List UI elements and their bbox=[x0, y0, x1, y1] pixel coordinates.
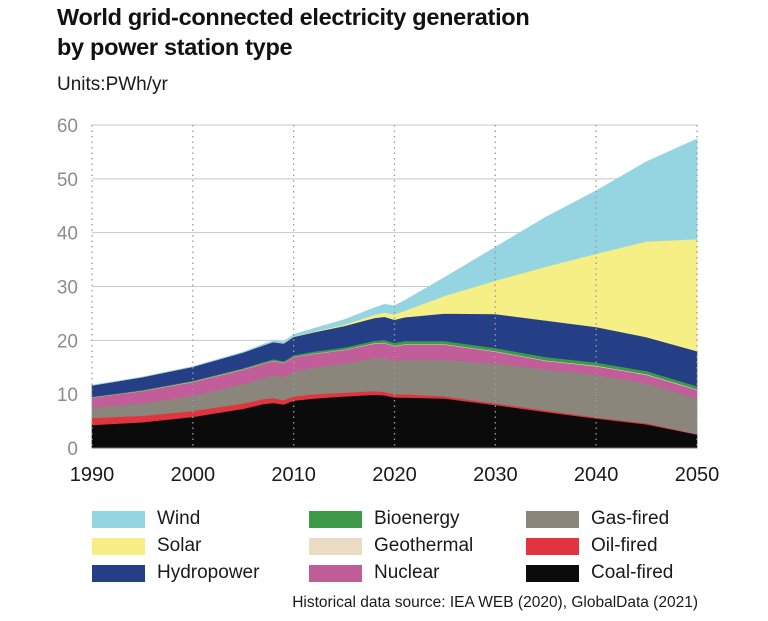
legend-label-gas-fired: Gas-fired bbox=[591, 508, 670, 529]
y-tick-label-50: 50 bbox=[57, 170, 78, 191]
legend-swatch-geothermal bbox=[309, 537, 362, 555]
legend-label-nuclear: Nuclear bbox=[374, 562, 440, 583]
legend-label-bioenergy: Bioenergy bbox=[374, 508, 460, 529]
y-tick-label-0: 0 bbox=[67, 439, 78, 460]
chart-title-line-2: by power station type bbox=[57, 34, 293, 60]
y-tick-label-30: 30 bbox=[57, 278, 78, 299]
legend-swatch-nuclear bbox=[309, 564, 362, 582]
legend-item-hydropower: Hydropower bbox=[92, 562, 259, 584]
legend-item-oil-fired: Oil-fired bbox=[526, 535, 658, 557]
units-label: Units:PWh/yr bbox=[57, 74, 168, 95]
chart-title-line-1: World grid-connected electricity generat… bbox=[57, 4, 530, 30]
area-series-wind bbox=[91, 138, 698, 386]
chart-title: World grid-connected electricity generat… bbox=[57, 2, 530, 62]
legend-label-hydropower: Hydropower bbox=[157, 562, 260, 583]
legend-swatch-oil-fired bbox=[526, 537, 579, 555]
legend-swatch-gas-fired bbox=[526, 510, 579, 528]
legend-swatch-solar bbox=[92, 537, 145, 555]
legend-item-bioenergy: Bioenergy bbox=[309, 508, 460, 530]
y-tick-label-60: 60 bbox=[57, 116, 78, 137]
legend-swatch-hydropower bbox=[92, 564, 145, 582]
y-tick-label-20: 20 bbox=[57, 331, 78, 352]
legend-item-solar: Solar bbox=[92, 535, 201, 557]
x-tick-label-2010: 2010 bbox=[271, 464, 316, 486]
x-tick-label-2030: 2030 bbox=[473, 464, 518, 486]
source-note: Historical data source: IEA WEB (2020), … bbox=[292, 594, 698, 611]
x-tick-label-1990: 1990 bbox=[70, 464, 115, 486]
legend-item-geothermal: Geothermal bbox=[309, 535, 473, 557]
y-tick-label-40: 40 bbox=[57, 224, 78, 245]
x-tick-label-2050: 2050 bbox=[675, 464, 720, 486]
legend-item-gas-fired: Gas-fired bbox=[526, 508, 669, 530]
legend-label-oil-fired: Oil-fired bbox=[591, 535, 658, 556]
legend-label-solar: Solar bbox=[157, 535, 202, 556]
legend-swatch-coal-fired bbox=[526, 564, 579, 582]
legend-item-wind: Wind bbox=[92, 508, 200, 530]
legend-item-coal-fired: Coal-fired bbox=[526, 562, 673, 584]
legend: Wind Solar Hydropower Bioenergy Geotherm… bbox=[92, 508, 732, 588]
x-tick-label-2000: 2000 bbox=[171, 464, 216, 486]
legend-label-geothermal: Geothermal bbox=[374, 535, 474, 556]
legend-swatch-wind bbox=[92, 510, 145, 528]
legend-item-nuclear: Nuclear bbox=[309, 562, 439, 584]
legend-label-wind: Wind bbox=[157, 508, 201, 529]
legend-label-coal-fired: Coal-fired bbox=[591, 562, 674, 583]
x-tick-label-2040: 2040 bbox=[574, 464, 619, 486]
x-tick-label-2020: 2020 bbox=[372, 464, 417, 486]
y-tick-label-10: 10 bbox=[57, 385, 78, 406]
legend-swatch-bioenergy bbox=[309, 510, 362, 528]
